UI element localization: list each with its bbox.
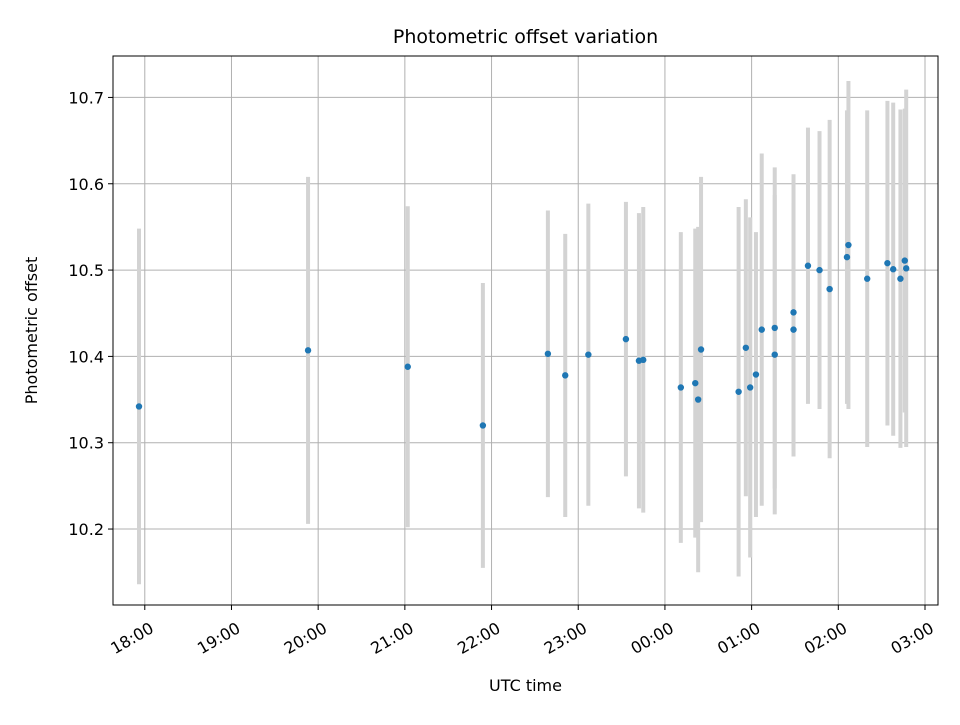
data-points — [135, 241, 910, 429]
data-point — [735, 388, 742, 395]
data-point — [826, 285, 833, 293]
x-tick-label: 19:00 — [194, 618, 243, 658]
y-tick-label: 10.3 — [68, 434, 104, 453]
data-point — [742, 344, 750, 351]
x-tick-label: 23:00 — [541, 618, 590, 658]
y-axis-ticks: 10.2 10.3 10.4 10.5 10.6 10.7 — [68, 88, 113, 539]
data-point — [901, 257, 908, 264]
data-point — [771, 324, 778, 332]
data-point — [404, 363, 411, 370]
x-tick-label: 22:00 — [454, 618, 503, 658]
y-tick-label: 10.6 — [68, 175, 104, 194]
grid-lines — [113, 56, 938, 605]
data-point — [694, 396, 702, 403]
x-tick-label: 02:00 — [801, 618, 850, 658]
data-point — [816, 266, 823, 274]
data-point — [790, 309, 797, 316]
data-point — [692, 379, 699, 387]
data-point — [897, 275, 904, 282]
x-tick-label: 00:00 — [627, 618, 676, 658]
data-point — [585, 351, 592, 358]
data-point — [758, 326, 765, 333]
x-tick-label: 21:00 — [367, 618, 416, 658]
y-tick-label: 10.7 — [68, 88, 104, 107]
y-tick-label: 10.2 — [68, 520, 104, 539]
x-tick-label: 20:00 — [281, 618, 330, 658]
error-bars — [137, 81, 909, 585]
x-axis-ticks: 18:00 19:00 20:00 21:00 22:00 23:00 00:00 01:00… — [107, 605, 937, 658]
x-axis-label: UTC time — [489, 676, 562, 695]
chart-title: Photometric offset variation — [393, 26, 658, 48]
data-point — [562, 372, 569, 379]
data-point — [697, 346, 705, 353]
data-point — [771, 351, 778, 358]
x-tick-label: 01:00 — [714, 618, 763, 658]
data-point — [790, 326, 797, 333]
data-point — [640, 356, 647, 364]
plot-frame — [112, 55, 939, 606]
data-point — [544, 350, 552, 358]
data-point — [890, 266, 897, 273]
data-point — [864, 275, 871, 282]
data-point — [746, 384, 754, 391]
data-point — [304, 347, 312, 354]
y-tick-label: 10.4 — [68, 347, 104, 366]
data-point — [845, 241, 852, 249]
y-tick-label: 10.5 — [68, 261, 104, 280]
data-point — [677, 384, 685, 391]
data-point — [884, 259, 891, 267]
data-point — [135, 403, 143, 410]
data-point — [622, 335, 630, 343]
data-point — [843, 253, 851, 261]
x-tick-label: 18:00 — [107, 618, 156, 658]
y-axis-label: Photometric offset — [22, 257, 41, 405]
data-point — [903, 265, 910, 272]
x-tick-label: 03:00 — [888, 618, 937, 658]
data-point — [479, 422, 487, 429]
data-point — [804, 262, 812, 269]
data-point — [752, 371, 760, 378]
